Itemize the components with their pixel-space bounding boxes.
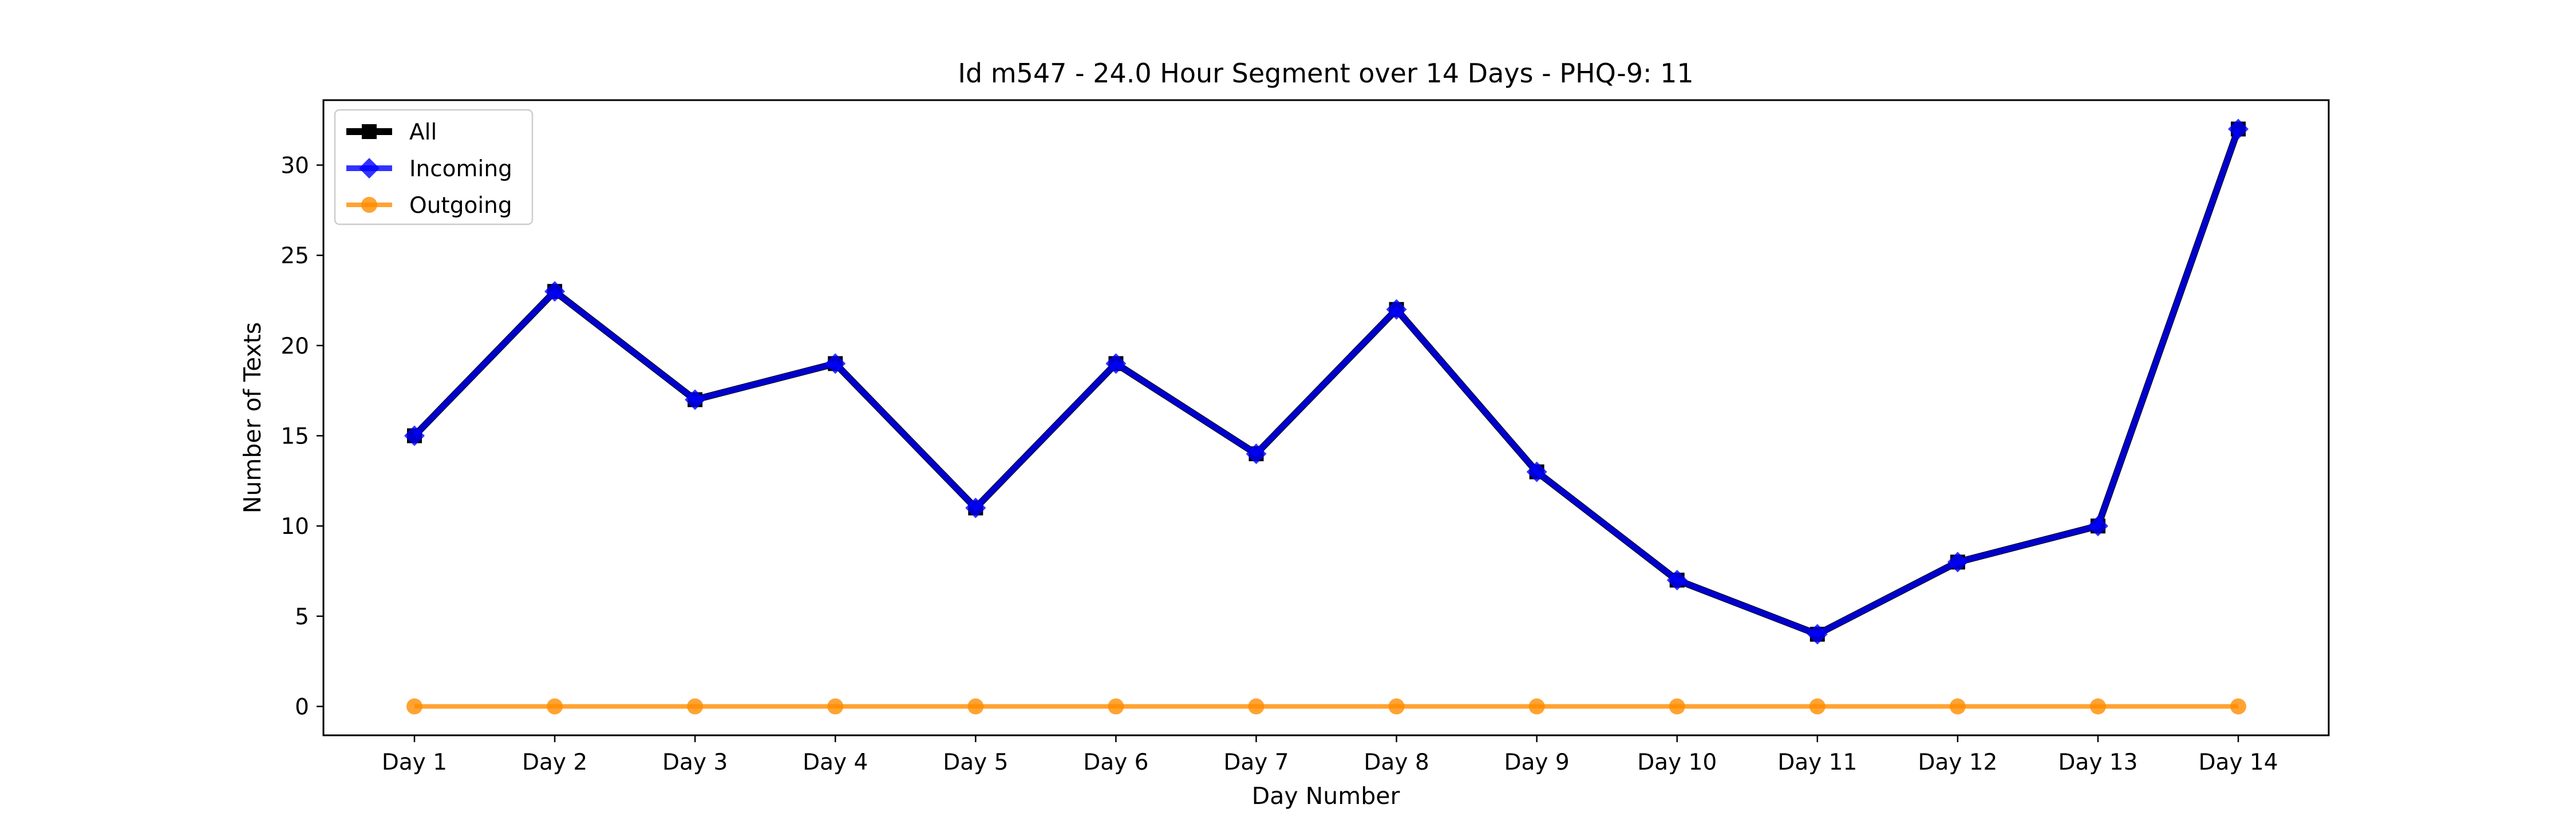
legend-item-incoming: Incoming — [346, 156, 512, 182]
x-tick-label: Day 2 — [522, 750, 587, 775]
data-point-incoming — [1807, 624, 1828, 645]
x-tick-label: Day 13 — [2058, 750, 2138, 775]
x-tick-label: Day 9 — [1504, 750, 1569, 775]
legend-marker-all — [362, 124, 377, 139]
data-point-incoming — [2228, 118, 2249, 140]
data-point-incoming — [685, 389, 706, 410]
data-point-incoming — [404, 425, 425, 446]
data-point-incoming — [825, 353, 846, 374]
data-point-outgoing — [687, 698, 704, 715]
data-point-outgoing — [547, 698, 563, 715]
x-axis-label: Day Number — [1252, 782, 1400, 810]
data-point-incoming — [1386, 299, 1407, 320]
series-incoming — [404, 118, 2249, 645]
data-point-outgoing — [1248, 698, 1265, 715]
series-outgoing — [406, 698, 2246, 715]
x-tick-label: Day 4 — [803, 750, 868, 775]
data-point-outgoing — [1108, 698, 1124, 715]
legend-box — [334, 109, 534, 225]
data-point-incoming — [2087, 516, 2108, 537]
legend-label-outgoing: Outgoing — [409, 193, 512, 219]
y-tick-label: 10 — [280, 514, 309, 540]
series-line-incoming — [412, 128, 2241, 637]
data-point-outgoing — [1669, 698, 1685, 715]
data-point-incoming — [1526, 461, 1547, 482]
data-point-outgoing — [406, 698, 422, 715]
legend: All Incoming Outgoing — [334, 109, 534, 225]
x-axis: Day 1 Day 2 Day 3 Day 4 Day 5 Day 6 Day 7 Day 8… — [382, 735, 2278, 775]
y-tick-label: 15 — [280, 424, 309, 450]
legend-item-all: All — [346, 120, 437, 145]
data-point-incoming — [965, 497, 986, 518]
plot-area — [404, 118, 2249, 715]
x-tick-label: Day 12 — [1918, 750, 1997, 775]
y-tick-label: 30 — [280, 153, 309, 179]
y-tick-label: 0 — [295, 695, 309, 720]
plot-frame — [322, 99, 2330, 736]
legend-item-outgoing: Outgoing — [346, 193, 512, 219]
x-tick-label: Day 8 — [1364, 750, 1429, 775]
x-tick-label: Day 6 — [1083, 750, 1148, 775]
data-point-outgoing — [2089, 698, 2106, 715]
data-point-incoming — [1105, 353, 1127, 374]
y-tick-label: 20 — [280, 334, 309, 359]
x-tick-label: Day 3 — [662, 750, 728, 775]
x-tick-label: Day 14 — [2198, 750, 2278, 775]
data-point-outgoing — [1388, 698, 1405, 715]
y-tick-label: 25 — [280, 243, 309, 269]
data-point-incoming — [1947, 552, 1968, 573]
data-point-outgoing — [2230, 698, 2246, 715]
data-point-outgoing — [1809, 698, 1826, 715]
legend-marker-outgoing — [361, 197, 377, 213]
y-axis: 0 5 10 15 20 25 30 — [280, 153, 323, 720]
x-tick-label: Day 11 — [1777, 750, 1857, 775]
data-point-outgoing — [1949, 698, 1966, 715]
data-point-incoming — [544, 281, 566, 302]
chart-title: Id m547 - 24.0 Hour Segment over 14 Days… — [958, 58, 1693, 89]
x-tick-label: Day 1 — [382, 750, 447, 775]
x-tick-label: Day 10 — [1637, 750, 1717, 775]
legend-label-all: All — [409, 120, 437, 145]
y-axis-label: Number of Texts — [239, 322, 266, 514]
y-tick-label: 5 — [295, 604, 309, 630]
data-point-incoming — [1246, 443, 1267, 465]
x-tick-label: Day 5 — [943, 750, 1008, 775]
legend-label-incoming: Incoming — [409, 156, 512, 182]
x-tick-label: Day 7 — [1223, 750, 1289, 775]
data-point-incoming — [1666, 569, 1688, 591]
data-point-outgoing — [827, 698, 844, 715]
legend-marker-incoming — [359, 158, 380, 179]
data-point-outgoing — [967, 698, 984, 715]
data-point-outgoing — [1528, 698, 1545, 715]
